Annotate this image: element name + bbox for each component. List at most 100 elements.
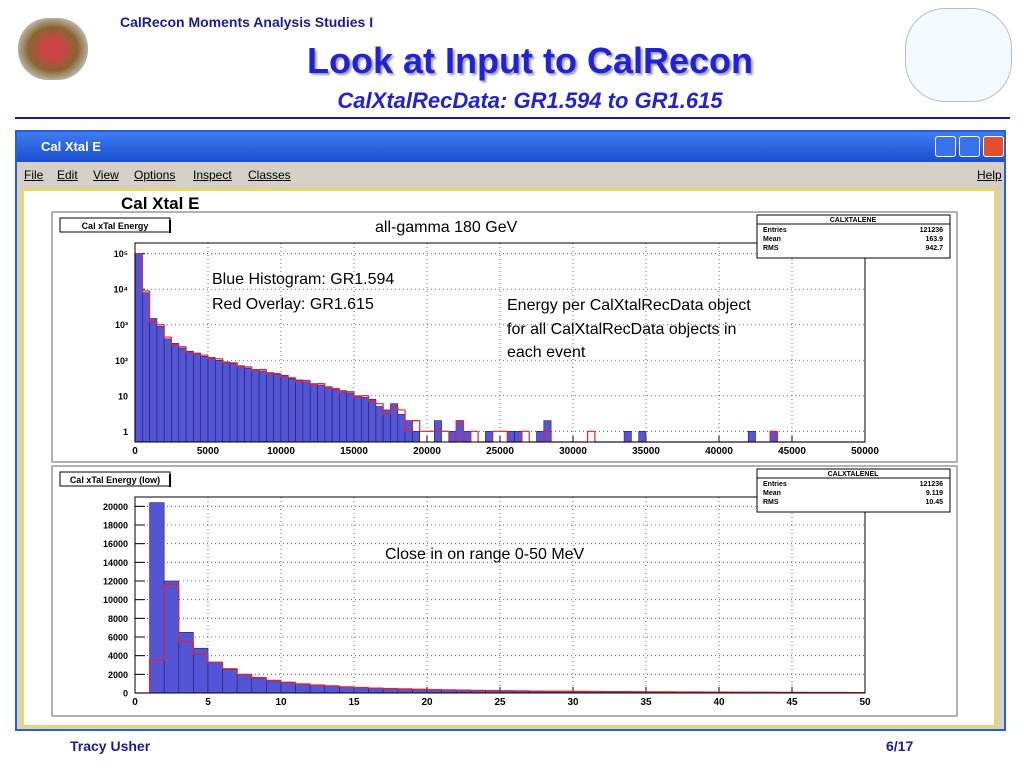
- overlay-step: [419, 420, 427, 432]
- histogram-bar: [207, 661, 223, 694]
- histogram-bar: [287, 378, 296, 443]
- overlay-step: [258, 368, 267, 371]
- overlay-step: [324, 684, 340, 687]
- overlay-step: [163, 584, 179, 661]
- histogram-bar: [309, 383, 318, 443]
- histogram-bar: [324, 685, 340, 694]
- overlay-step: [273, 373, 281, 375]
- stats-label: Entries: [763, 481, 787, 488]
- stats-value: 163.9: [925, 236, 943, 243]
- maximize-button[interactable]: [959, 136, 980, 157]
- overlay-step: [382, 403, 391, 415]
- y-tick-label: 10: [118, 391, 128, 401]
- x-tick-label: 30: [567, 697, 579, 708]
- menu-item[interactable]: View: [93, 168, 119, 182]
- menu-item[interactable]: Classes: [248, 168, 291, 182]
- x-tick-label: 45: [786, 697, 798, 708]
- y-tick-label: 2000: [108, 670, 128, 680]
- x-tick-label: 15000: [340, 446, 368, 457]
- overlay-step: [368, 687, 384, 689]
- x-tick-label: 0: [132, 697, 138, 708]
- menu-item[interactable]: Edit: [57, 168, 78, 182]
- overlay-step: [411, 420, 420, 432]
- histogram-bar: [382, 688, 399, 694]
- overlay-step: [287, 376, 296, 379]
- overlay-step: [353, 686, 369, 689]
- histogram-bar: [163, 580, 180, 694]
- stats-value: 9.119: [926, 490, 943, 497]
- overlay-step: [302, 379, 311, 382]
- histogram-bar: [142, 292, 150, 443]
- x-tick-label: 5: [205, 697, 211, 708]
- overlay-step: [309, 683, 325, 686]
- stats-value: 121236: [920, 481, 943, 488]
- overlay-step: [324, 383, 333, 389]
- x-tick-label: 45000: [778, 446, 806, 457]
- overlay-step: [309, 380, 318, 386]
- overlay-step: [265, 677, 281, 681]
- y-tick-label: 1: [123, 427, 128, 437]
- stats-value: 121236: [920, 227, 943, 234]
- histogram-bar: [251, 369, 260, 443]
- histogram-bar: [295, 379, 304, 443]
- slide-header: CalRecon Moments Analysis Studies I: [120, 14, 374, 30]
- overlay-step: [156, 321, 165, 326]
- overlay-step: [295, 682, 311, 685]
- x-tick-label: 5000: [197, 446, 220, 457]
- histogram-bar: [266, 372, 274, 443]
- histogram-bar: [339, 390, 347, 443]
- x-tick-label: 30000: [559, 446, 587, 457]
- menu-bar: File Edit View Options Inspect Classes H…: [17, 164, 1004, 186]
- histogram-bar: [222, 669, 238, 694]
- overlay-step: [163, 324, 172, 338]
- menu-item[interactable]: File: [24, 168, 44, 182]
- stats-box: [756, 468, 951, 513]
- histogram-bar: [171, 343, 180, 443]
- plot-frame: [134, 242, 866, 443]
- y-tick-label: 16000: [103, 539, 128, 549]
- histogram-bar: [309, 684, 326, 694]
- slide-subtitle: CalXtalRecData: GR1.594 to GR1.615: [337, 88, 723, 113]
- histogram-bar: [536, 431, 545, 443]
- menu-item[interactable]: Options: [134, 168, 176, 182]
- menu-item[interactable]: Inspect: [193, 168, 232, 182]
- overlay-step: [200, 354, 208, 356]
- annotation: each event: [507, 344, 586, 361]
- x-tick-label: 50000: [851, 446, 879, 457]
- histogram-bar: [368, 687, 384, 694]
- x-tick-label: 35: [640, 697, 652, 708]
- stats-title: CALXTALENEL: [828, 471, 880, 478]
- overlay-step: [236, 668, 252, 675]
- overlay-step: [397, 406, 406, 411]
- histogram-bar: [193, 352, 201, 443]
- overlay-step: [543, 430, 552, 442]
- overlay-step: [295, 377, 303, 383]
- minimize-button[interactable]: [935, 136, 956, 157]
- y-tick-label: 14000: [103, 558, 128, 568]
- overlay-step: [251, 366, 260, 372]
- stats-label: Mean: [763, 236, 781, 243]
- close-button[interactable]: [983, 136, 1004, 157]
- histogram-bar: [222, 361, 231, 443]
- overlay-step: [389, 405, 398, 415]
- x-tick-label: 40000: [705, 446, 733, 457]
- histogram-bar: [302, 381, 311, 443]
- histogram-bar: [375, 406, 384, 443]
- y-tick-label: 0: [123, 689, 128, 699]
- histogram-bar: [412, 431, 420, 443]
- annotation: Red Overlay: GR1.615: [212, 296, 374, 313]
- overlay-step: [338, 388, 347, 394]
- overlay-step: [222, 358, 230, 364]
- y-tick-label: 6000: [108, 633, 128, 643]
- histogram-bar: [236, 674, 253, 694]
- overlay-step: [280, 373, 289, 378]
- histogram-bar: [368, 398, 377, 443]
- histogram-bar: [149, 502, 165, 694]
- page-number: 6/17: [886, 738, 914, 754]
- overlay-step: [375, 401, 384, 405]
- histogram-bar: [185, 350, 194, 443]
- x-tick-label: 25000: [486, 446, 514, 457]
- menu-item[interactable]: Help: [977, 168, 1002, 182]
